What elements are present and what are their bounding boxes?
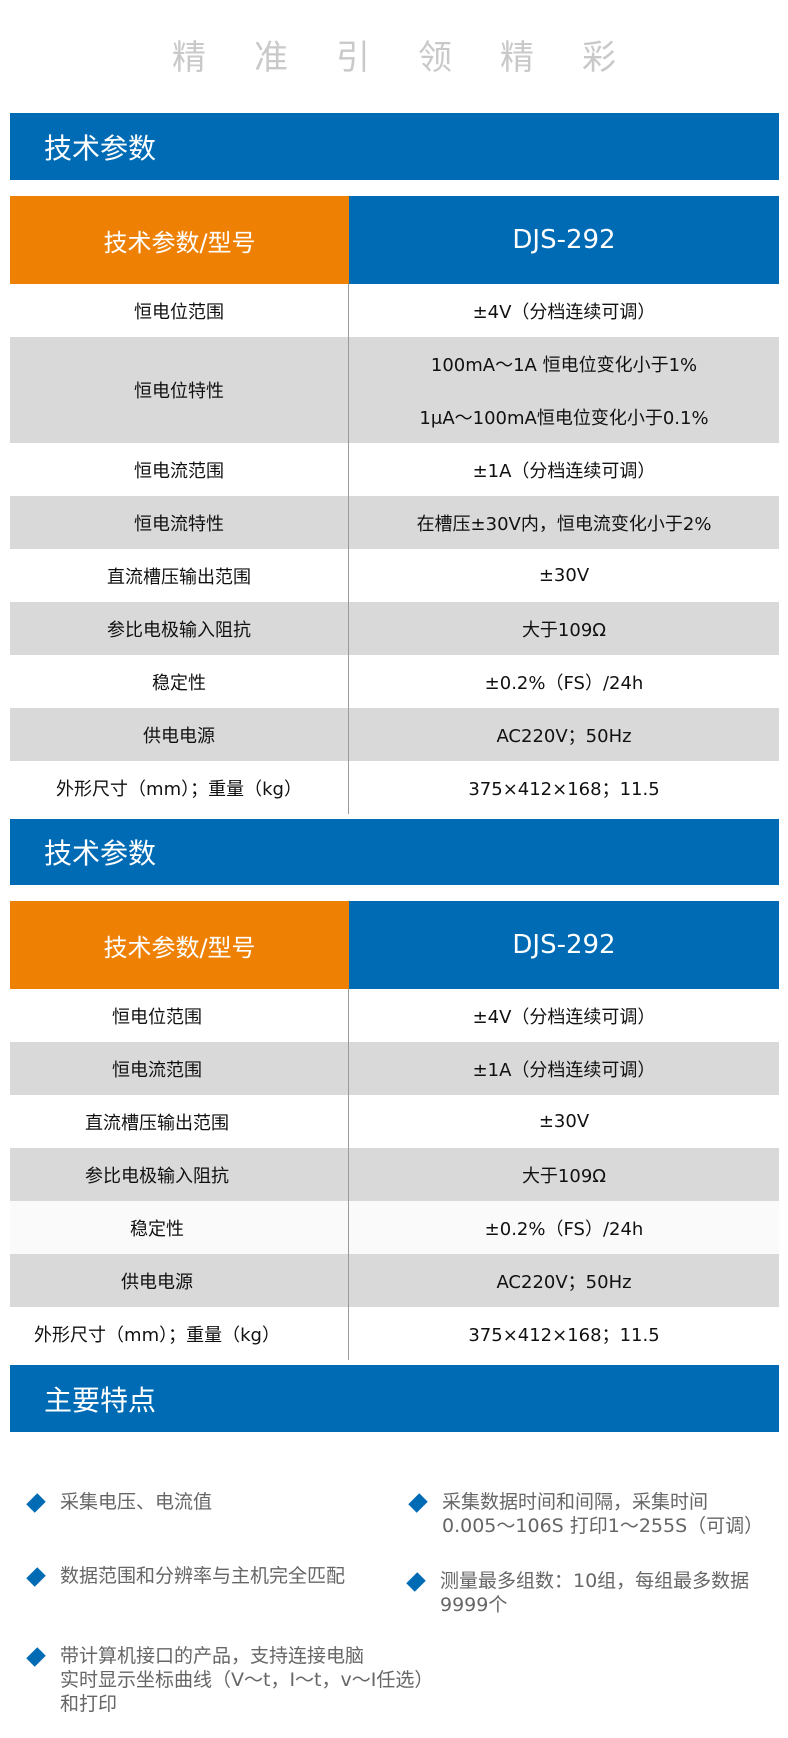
param-value-cell: ±30V xyxy=(349,1095,779,1148)
param-value: 大于109Ω xyxy=(521,619,607,641)
param-label: 恒电位范围 xyxy=(10,284,349,337)
param-value: ±1A（分档连续可调） xyxy=(472,460,656,482)
table-row: 供电电源 AC220V；50Hz xyxy=(10,1254,779,1307)
table-row: 参比电极输入阻抗 大于109Ω xyxy=(10,602,779,655)
table-row: 恒电流范围 ±1A（分档连续可调） xyxy=(10,443,779,496)
param-value: 375×412×168；11.5 xyxy=(468,1324,660,1346)
param-value: ±4V（分档连续可调） xyxy=(472,1006,656,1028)
param-label: 外形尺寸（mm）；重量（kg） xyxy=(10,761,349,814)
param-value-cell: AC220V；50Hz xyxy=(349,708,779,761)
feature-item: 采集数据时间和间隔，采集时间 0.005～106S 打印1～255S（可调） xyxy=(408,1490,764,1538)
section-title: 技术参数 xyxy=(44,131,157,165)
slogan: 精准引领精彩 xyxy=(172,38,664,78)
param-value: ±4V（分档连续可调） xyxy=(472,301,656,323)
header-model: DJS-292 xyxy=(349,901,779,989)
param-label: 恒电位特性 xyxy=(10,337,349,443)
table-header: 技术参数/型号 DJS-292 xyxy=(10,196,779,284)
param-label: 直流槽压输出范围 xyxy=(10,549,349,602)
feature-item: 测量最多组数：10组，每组最多数据 9999个 xyxy=(406,1569,750,1617)
diamond-bullet-icon xyxy=(26,1647,46,1667)
param-value-cell: 大于109Ω xyxy=(349,602,779,655)
param-label: 参比电极输入阻抗 xyxy=(10,602,349,655)
param-label: 恒电位范围 xyxy=(10,989,349,1042)
param-value-cell: ±0.2%（FS）/24h xyxy=(349,1201,779,1254)
param-value-cell: 375×412×168；11.5 xyxy=(349,761,779,814)
param-label: 恒电流特性 xyxy=(10,496,349,549)
param-value-cell: 大于109Ω xyxy=(349,1148,779,1201)
param-label: 供电电源 xyxy=(10,708,349,761)
feature-item: 带计算机接口的产品，支持连接电脑 实时显示坐标曲线（V～t，I～t，v～I任选）… xyxy=(26,1644,434,1716)
param-value: AC220V；50Hz xyxy=(496,1271,632,1293)
feature-text: 采集电压、电流值 xyxy=(60,1491,213,1513)
param-value-cell: AC220V；50Hz xyxy=(349,1254,779,1307)
param-value-cell: ±30V xyxy=(349,549,779,602)
section-title: 技术参数 xyxy=(44,837,157,870)
table-row: 恒电位范围 ±4V（分档连续可调） xyxy=(10,284,779,337)
table-row: 稳定性 ±0.2%（FS）/24h xyxy=(10,655,779,708)
param-value: ±0.2%（FS）/24h xyxy=(484,672,644,694)
feature-text: 采集数据时间和间隔，采集时间 0.005～106S 打印1～255S（可调） xyxy=(442,1491,764,1537)
param-value: ±30V xyxy=(538,565,590,586)
table-row: 恒电流范围 ±1A（分档连续可调） xyxy=(10,1042,779,1095)
param-value-cell: ±1A（分档连续可调） xyxy=(349,443,779,496)
section-header-spec1: 技术参数 xyxy=(10,113,779,180)
table-header: 技术参数/型号 DJS-292 xyxy=(10,901,779,989)
param-label: 供电电源 xyxy=(10,1254,349,1307)
diamond-bullet-icon xyxy=(406,1572,426,1592)
table-row: 外形尺寸（mm）；重量（kg） 375×412×168；11.5 xyxy=(10,761,779,814)
table-row: 直流槽压输出范围 ±30V xyxy=(10,549,779,602)
feature-item: 数据范围和分辨率与主机完全匹配 xyxy=(26,1564,346,1588)
table-row: 稳定性 ±0.2%（FS）/24h xyxy=(10,1201,779,1254)
feature-text: 数据范围和分辨率与主机完全匹配 xyxy=(60,1565,346,1587)
table-row: 恒电位范围 ±4V（分档连续可调） xyxy=(10,989,779,1042)
section-title: 主要特点 xyxy=(44,1383,157,1417)
param-value-cell: ±4V（分档连续可调） xyxy=(349,284,779,337)
spec-table-1: 技术参数/型号 DJS-292 恒电位范围 ±4V（分档连续可调） 恒电位特性 100… xyxy=(10,196,779,814)
param-value-cell: ±0.2%（FS）/24h xyxy=(349,655,779,708)
param-value-cell: ±1A（分档连续可调） xyxy=(349,1042,779,1095)
diamond-bullet-icon xyxy=(408,1493,428,1513)
param-value-cell: 在槽压±30V内，恒电流变化小于2% xyxy=(349,496,779,549)
diamond-bullet-icon xyxy=(26,1567,46,1587)
param-value: ±30V xyxy=(538,1111,590,1132)
param-label: 稳定性 xyxy=(10,1201,349,1254)
param-label: 恒电流范围 xyxy=(10,1042,349,1095)
table-row: 外形尺寸（mm）；重量（kg） 375×412×168；11.5 xyxy=(10,1307,779,1360)
param-value-cell: ±4V（分档连续可调） xyxy=(349,989,779,1042)
param-value: 375×412×168；11.5 xyxy=(468,778,660,800)
diamond-bullet-icon xyxy=(26,1493,46,1513)
header-param: 技术参数/型号 xyxy=(10,901,349,989)
param-label: 稳定性 xyxy=(10,655,349,708)
param-value: 100mA～1A 恒电位变化小于1% xyxy=(430,354,698,376)
feature-text: 测量最多组数：10组，每组最多数据 9999个 xyxy=(440,1570,750,1616)
feature-text: 带计算机接口的产品，支持连接电脑 实时显示坐标曲线（V～t，I～t，v～I任选）… xyxy=(60,1645,434,1715)
param-value: AC220V；50Hz xyxy=(496,725,632,747)
table-row: 直流槽压输出范围 ±30V xyxy=(10,1095,779,1148)
param-value-cell: 100mA～1A 恒电位变化小于1% 1μA～100mA恒电位变化小于0.1% xyxy=(349,337,779,443)
header-param: 技术参数/型号 xyxy=(10,196,349,284)
param-value: ±1A（分档连续可调） xyxy=(472,1059,656,1081)
spec-table-2: 技术参数/型号 DJS-292 恒电位范围 ±4V（分档连续可调） 恒电流范围 ±1A… xyxy=(10,901,779,1360)
table-row: 供电电源 AC220V；50Hz xyxy=(10,708,779,761)
param-value: 在槽压±30V内，恒电流变化小于2% xyxy=(416,513,712,535)
param-value-cell: 375×412×168；11.5 xyxy=(349,1307,779,1360)
param-label: 参比电极输入阻抗 xyxy=(10,1148,349,1201)
param-value: 大于109Ω xyxy=(521,1165,607,1187)
param-value: ±0.2%（FS）/24h xyxy=(484,1218,644,1240)
header-model: DJS-292 xyxy=(349,196,779,284)
table-row: 恒电流特性 在槽压±30V内，恒电流变化小于2% xyxy=(10,496,779,549)
param-label: 直流槽压输出范围 xyxy=(10,1095,349,1148)
table-row: 恒电位特性 100mA～1A 恒电位变化小于1% 1μA～100mA恒电位变化小于0… xyxy=(10,337,779,443)
table-row: 参比电极输入阻抗 大于109Ω xyxy=(10,1148,779,1201)
feature-item: 采集电压、电流值 xyxy=(26,1490,213,1514)
section-header-spec2: 技术参数 xyxy=(10,819,779,885)
section-header-features: 主要特点 xyxy=(10,1365,779,1432)
param-value: 1μA～100mA恒电位变化小于0.1% xyxy=(419,407,709,429)
param-label: 外形尺寸（mm）；重量（kg） xyxy=(10,1307,349,1360)
param-label: 恒电流范围 xyxy=(10,443,349,496)
